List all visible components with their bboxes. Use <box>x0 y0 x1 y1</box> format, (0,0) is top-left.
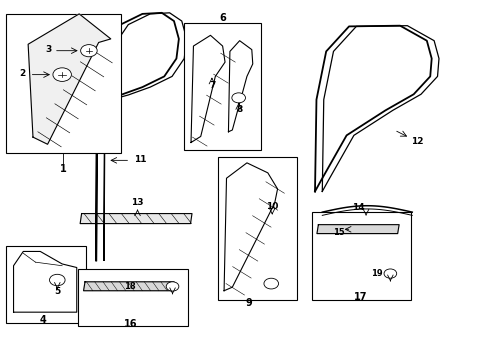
Bar <box>183 23 260 150</box>
Text: 15: 15 <box>333 228 345 237</box>
Circle shape <box>81 45 97 57</box>
Bar <box>311 212 410 300</box>
Polygon shape <box>80 213 192 224</box>
Circle shape <box>53 68 71 81</box>
Circle shape <box>264 278 278 289</box>
Text: 16: 16 <box>123 319 137 329</box>
Text: 13: 13 <box>131 198 143 207</box>
Text: 8: 8 <box>236 105 242 114</box>
Text: 3: 3 <box>45 45 51 54</box>
Text: 7: 7 <box>209 81 215 90</box>
Text: 1: 1 <box>60 163 66 174</box>
Text: 5: 5 <box>54 287 61 296</box>
Text: 2: 2 <box>20 69 26 78</box>
Text: 6: 6 <box>219 13 225 23</box>
Text: 11: 11 <box>133 156 146 165</box>
Polygon shape <box>83 282 174 291</box>
Polygon shape <box>28 14 111 144</box>
Bar <box>78 269 187 327</box>
Text: 10: 10 <box>265 202 278 211</box>
Text: 4: 4 <box>39 315 46 325</box>
Text: 19: 19 <box>370 269 382 278</box>
Circle shape <box>383 269 396 278</box>
Polygon shape <box>316 225 398 234</box>
Text: 18: 18 <box>124 282 136 291</box>
Circle shape <box>49 274 65 286</box>
Bar <box>6 246 85 323</box>
Circle shape <box>166 282 179 291</box>
Bar <box>6 14 120 153</box>
Text: 17: 17 <box>353 292 366 302</box>
Text: 9: 9 <box>245 298 252 308</box>
Text: 12: 12 <box>410 137 423 146</box>
Text: 14: 14 <box>352 203 365 212</box>
Circle shape <box>231 93 245 103</box>
Bar <box>217 157 296 300</box>
